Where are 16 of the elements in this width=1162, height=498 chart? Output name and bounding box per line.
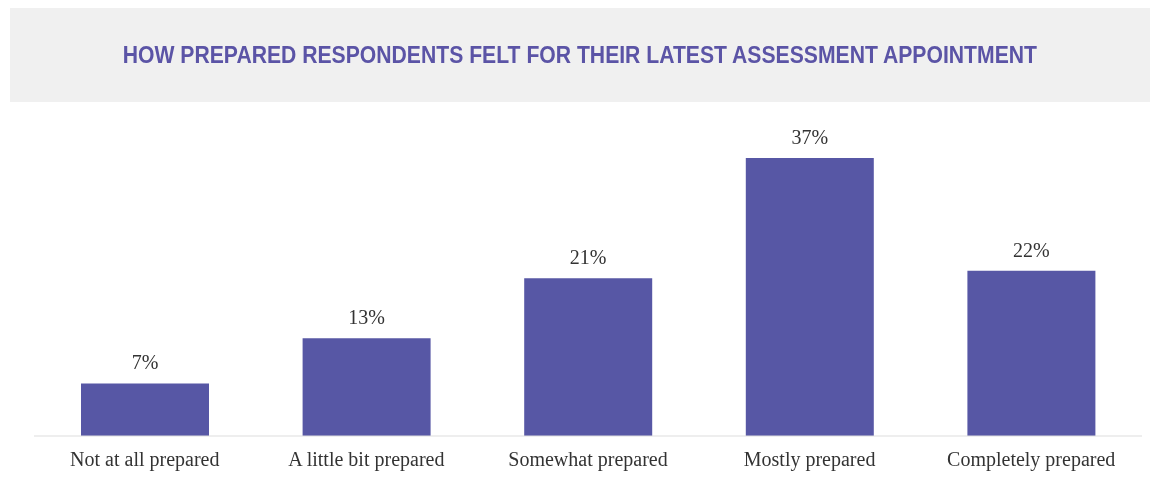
x-tick-label: Mostly prepared <box>743 448 876 472</box>
data-label: 21% <box>569 246 607 269</box>
x-tick-label: Not at all prepared <box>70 448 220 472</box>
x-tick-label: A little bit prepared <box>288 448 445 472</box>
bar <box>967 270 1096 436</box>
bar <box>745 158 874 436</box>
chart-title: HOW PREPARED RESPONDENTS FELT FOR THEIR LATEST ASSESSMENT APPOINTMENT <box>122 41 1038 69</box>
data-label: 7% <box>131 351 159 374</box>
x-tick-label: Completely prepared <box>947 448 1116 472</box>
bar <box>524 278 653 436</box>
data-label: 22% <box>1013 238 1050 261</box>
bar <box>81 383 209 436</box>
bar <box>302 338 431 436</box>
data-label: 13% <box>348 306 385 329</box>
data-label: 37% <box>791 126 829 148</box>
x-tick-label: Somewhat prepared <box>508 448 668 472</box>
